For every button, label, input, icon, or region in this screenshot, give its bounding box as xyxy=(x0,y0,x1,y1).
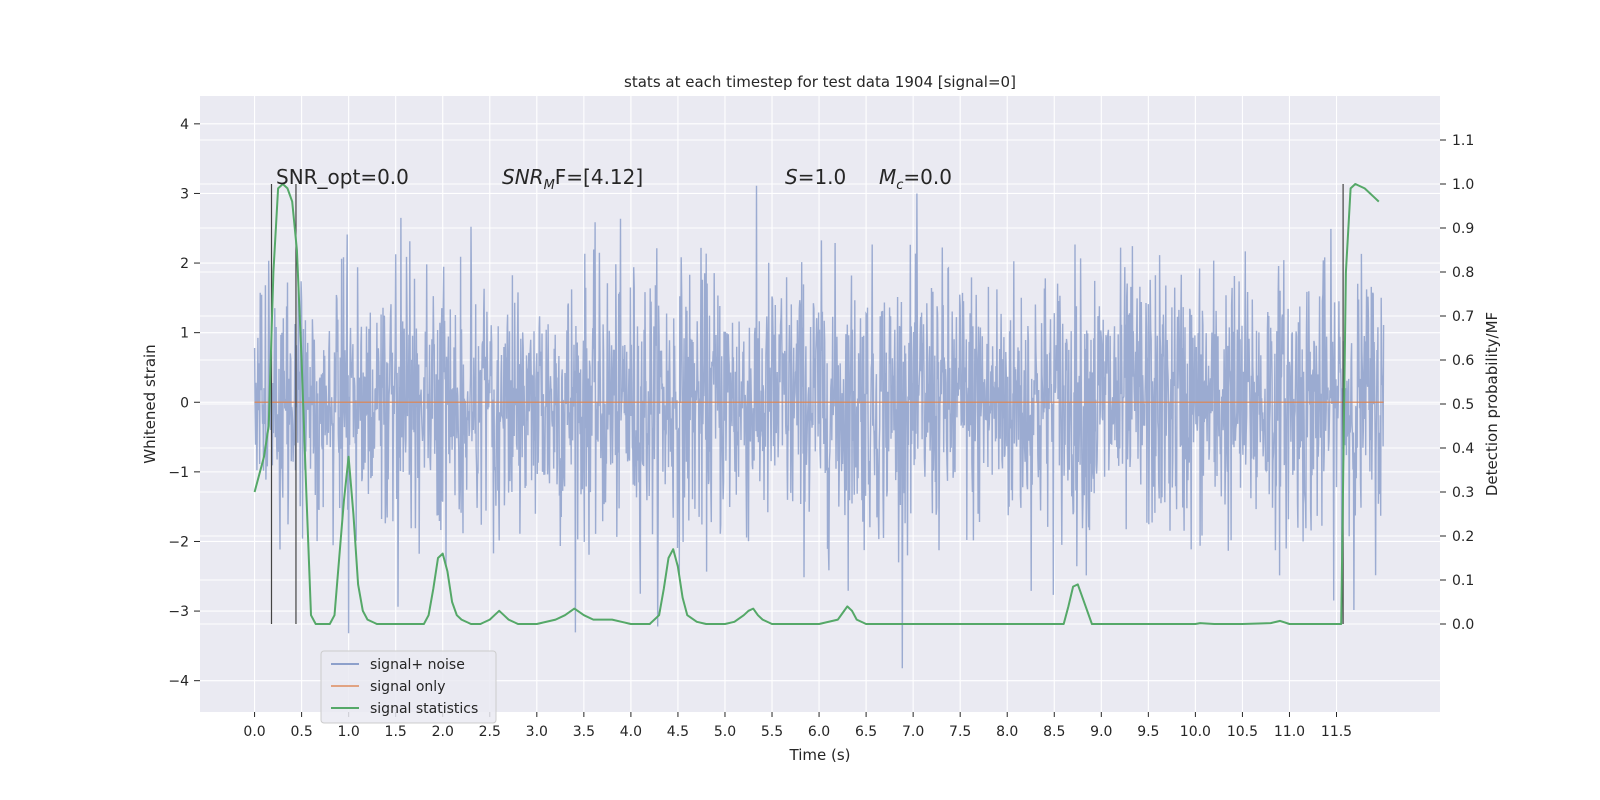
x-tick-label: 11.5 xyxy=(1321,724,1352,740)
y-right-tick-label: 1.1 xyxy=(1452,133,1474,149)
x-tick-label: 8.0 xyxy=(996,724,1018,740)
x-tick-label: 0.0 xyxy=(243,724,265,740)
y-right-tick-label: 0.8 xyxy=(1452,265,1474,281)
annotation-mc-symbol: M xyxy=(879,165,896,189)
annotation-s-symbol: S xyxy=(785,165,798,189)
x-tick-label: 7.0 xyxy=(902,724,924,740)
x-ticks: 0.0 0.5 1.0 1.5 2.0 2.5 3.0 3.5 4.0 4.5 5.0 5.5 6.0 6… xyxy=(243,712,1352,740)
x-tick-label: 1.0 xyxy=(338,724,360,740)
annotation-snr-mf-value: F=[4.12] xyxy=(555,165,643,189)
y-tick-label: 4 xyxy=(180,117,189,133)
x-tick-label: 7.5 xyxy=(949,724,971,740)
noise-series xyxy=(253,185,1385,669)
y-tick-label: −2 xyxy=(168,534,189,550)
x-tick-label: 8.5 xyxy=(1043,724,1065,740)
y-right-tick-label: 0.6 xyxy=(1452,353,1474,369)
x-axis-label: Time (s) xyxy=(789,746,851,764)
y-axis-right-label: Detection probability/MF xyxy=(1483,312,1501,496)
y-right-tick-label: 0.5 xyxy=(1452,397,1474,413)
y-right-tick-label: 1.0 xyxy=(1452,177,1474,193)
x-tick-label: 9.0 xyxy=(1090,724,1112,740)
legend-box xyxy=(320,650,497,724)
annotation-s-value: =1.0 xyxy=(798,165,847,189)
annotation-s: S=1.0 xyxy=(785,165,846,189)
grid xyxy=(200,96,1440,712)
y-tick-label: 2 xyxy=(180,256,189,272)
x-tick-label: 6.5 xyxy=(855,724,877,740)
annotation-mc: Mc=0.0 xyxy=(879,165,952,193)
x-tick-label: 10.0 xyxy=(1180,724,1211,740)
x-tick-label: 5.5 xyxy=(761,724,783,740)
x-tick-label: 2.5 xyxy=(479,724,501,740)
y-right-tick-label: 0.7 xyxy=(1452,309,1474,325)
annotation-mc-value: =0.0 xyxy=(903,165,952,189)
annotation-mc-subscript: c xyxy=(896,178,903,193)
stats-line xyxy=(253,183,1380,625)
x-tick-label: 1.5 xyxy=(385,724,407,740)
x-tick-label: 0.5 xyxy=(290,724,312,740)
chart-title: stats at each timestep for test data 190… xyxy=(624,73,1016,91)
y-right-tick-label: 0.0 xyxy=(1452,617,1474,633)
y-ticks-right: 1.1 1.0 0.9 0.8 0.7 0.6 0.5 0.4 0.3 0.2 0.1 0.0 xyxy=(1440,133,1474,633)
x-tick-label: 3.0 xyxy=(526,724,548,740)
x-tick-label: 6.0 xyxy=(808,724,830,740)
annotation-snr-mf: SNRMF=[4.12] xyxy=(502,165,643,193)
x-tick-label: 9.5 xyxy=(1137,724,1159,740)
x-tick-label: 4.0 xyxy=(620,724,642,740)
x-tick-label: 10.5 xyxy=(1227,724,1258,740)
y-right-tick-label: 0.2 xyxy=(1452,529,1474,545)
legend: signal+ noise signal only signal statist… xyxy=(320,650,497,724)
y-right-tick-label: 0.3 xyxy=(1452,485,1474,501)
x-tick-label: 2.0 xyxy=(432,724,454,740)
annotation-snr-opt: SNR_opt=0.0 xyxy=(276,165,409,189)
y-ticks-left: 4 3 2 1 0 −1 −2 −3 −4 xyxy=(168,117,200,690)
stats-series xyxy=(253,183,1380,625)
noise-line xyxy=(253,185,1385,669)
annotation-snr-mf-subscript: M xyxy=(544,178,555,193)
legend-label-noise: signal+ noise xyxy=(370,657,465,673)
y-tick-label: 3 xyxy=(180,186,189,202)
y-tick-label: 1 xyxy=(180,326,189,342)
legend-label-signal: signal only xyxy=(370,679,445,695)
x-tick-label: 11.0 xyxy=(1274,724,1305,740)
legend-label-stats: signal statistics xyxy=(370,701,478,717)
annotation-snr-mf-symbol: SNR xyxy=(502,165,544,189)
y-tick-label: 0 xyxy=(180,395,189,411)
x-tick-label: 5.0 xyxy=(714,724,736,740)
y-right-tick-label: 0.4 xyxy=(1452,441,1474,457)
y-tick-label: −1 xyxy=(168,465,189,481)
y-axis-label: Whitened strain xyxy=(141,344,159,463)
y-tick-label: −3 xyxy=(168,604,189,620)
y-tick-label: −4 xyxy=(168,674,189,690)
y-right-tick-label: 0.1 xyxy=(1452,573,1474,589)
x-tick-label: 4.5 xyxy=(667,724,689,740)
x-tick-label: 3.5 xyxy=(573,724,595,740)
y-right-tick-label: 0.9 xyxy=(1452,221,1474,237)
